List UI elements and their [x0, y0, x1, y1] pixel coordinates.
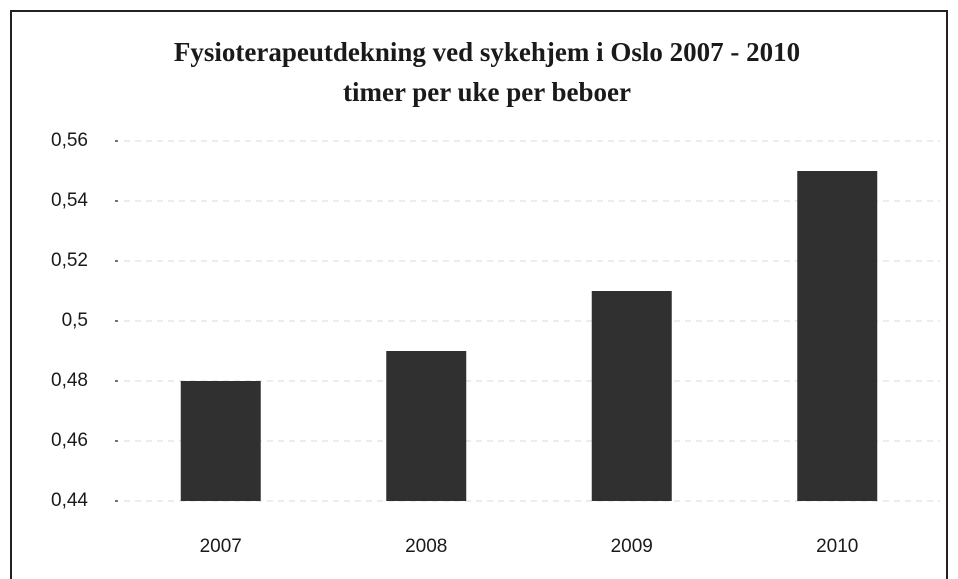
x-tick-label: 2010 [816, 536, 858, 557]
bar [386, 351, 467, 501]
chart-title: Fysioterapeutdekning ved sykehjem i Oslo… [174, 37, 800, 67]
y-tick-label: 0,56 [51, 130, 88, 151]
chart-subtitle: timer per uke per beboer [343, 77, 631, 107]
y-tick-label: 0,46 [51, 430, 88, 451]
x-tick-label: 2008 [405, 536, 447, 557]
y-tick-label: 0,44 [51, 490, 88, 511]
bar [591, 291, 672, 501]
y-tick-label: 0,5 [62, 310, 88, 331]
y-tick-label: 0,48 [51, 370, 88, 391]
x-tick-label: 2007 [200, 536, 242, 557]
y-tick-label: 0,52 [51, 250, 88, 271]
y-tick-label: 0,54 [51, 190, 88, 211]
bar [797, 171, 878, 501]
x-tick-label: 2009 [611, 536, 653, 557]
chart-border [10, 10, 948, 579]
bar [180, 381, 261, 501]
